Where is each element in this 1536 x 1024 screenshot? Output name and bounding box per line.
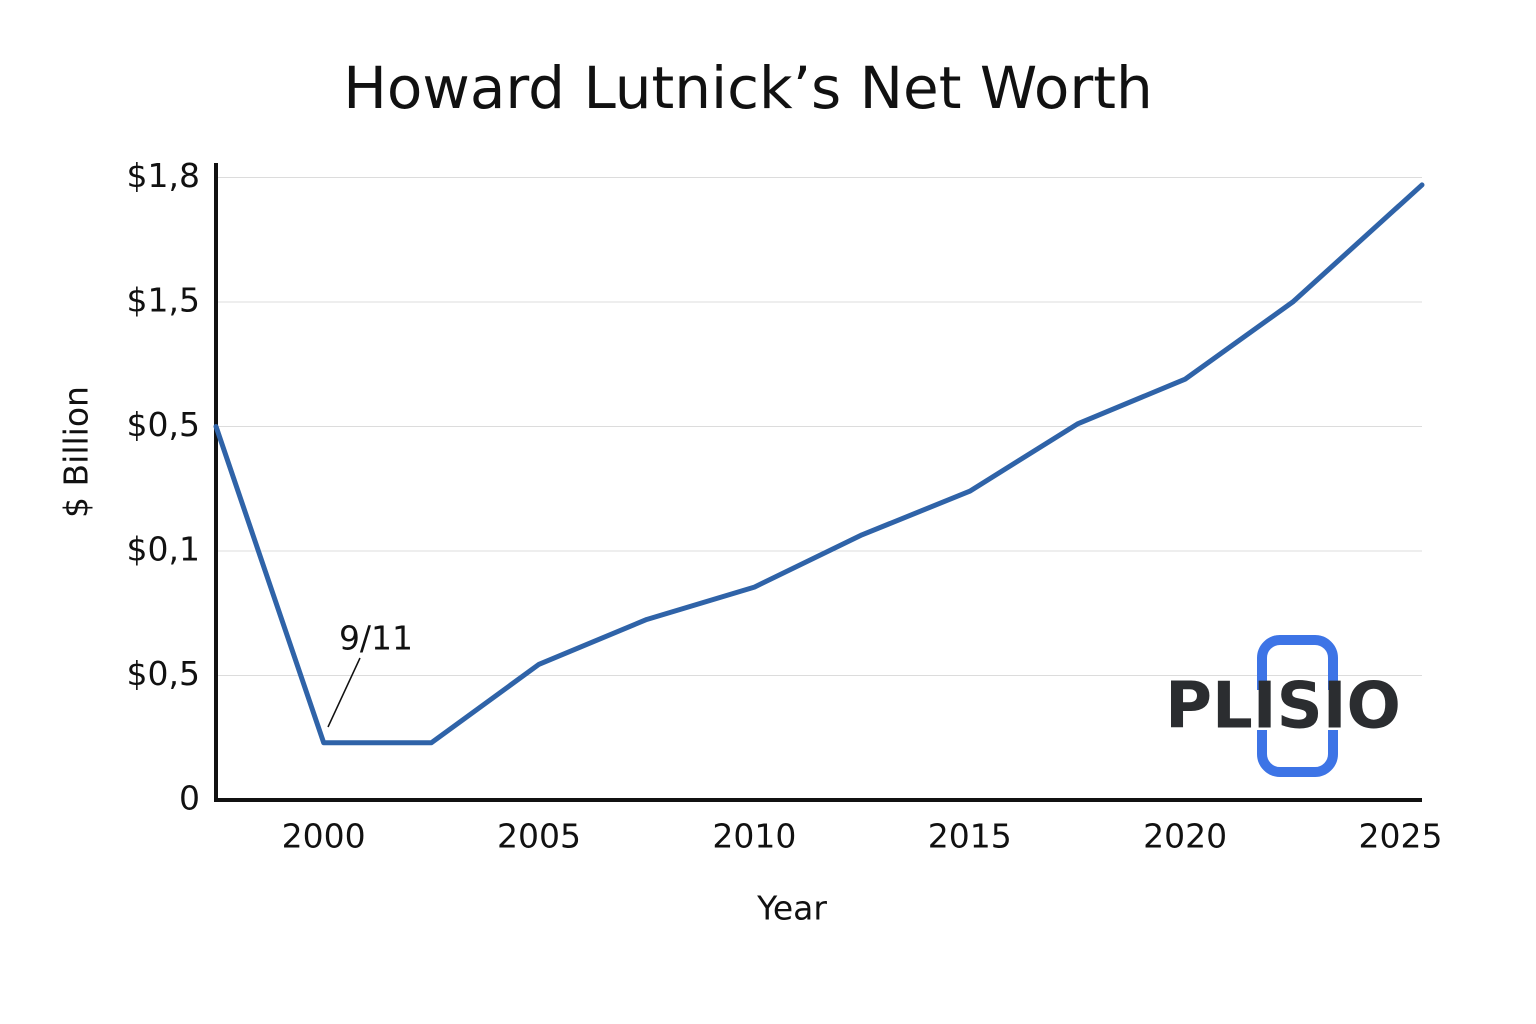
y-tick-label: $0,5 [127, 405, 200, 444]
y-tick-label: $0,1 [127, 529, 200, 568]
chart-title: Howard Lutnick’s Net Worth [343, 54, 1152, 122]
y-axis-label: $ Billion [57, 386, 96, 518]
annotation-pointer [327, 657, 361, 728]
x-tick-label: 2005 [497, 817, 581, 856]
x-tick-label: 2000 [282, 817, 366, 856]
x-tick-label: 2015 [928, 817, 1012, 856]
logo-text: PLISIO [1165, 670, 1401, 744]
grid [216, 176, 1422, 676]
y-tick-label: 0 [179, 779, 200, 818]
x-tick-label: 2020 [1143, 817, 1227, 856]
x-axis-label: Year [756, 889, 827, 928]
annotation: 9/11 [339, 619, 413, 658]
x-tick-label: 2025 [1358, 817, 1442, 856]
y-tick-label: $1,8 [127, 156, 200, 195]
line [213, 182, 1425, 746]
logo-backing [1240, 690, 1355, 730]
x-tick-label: 2010 [712, 817, 796, 856]
y-tick-label: $0,5 [127, 654, 200, 693]
y-tick-label: $1,5 [127, 280, 200, 319]
logo: PLISIO [1165, 635, 1401, 777]
